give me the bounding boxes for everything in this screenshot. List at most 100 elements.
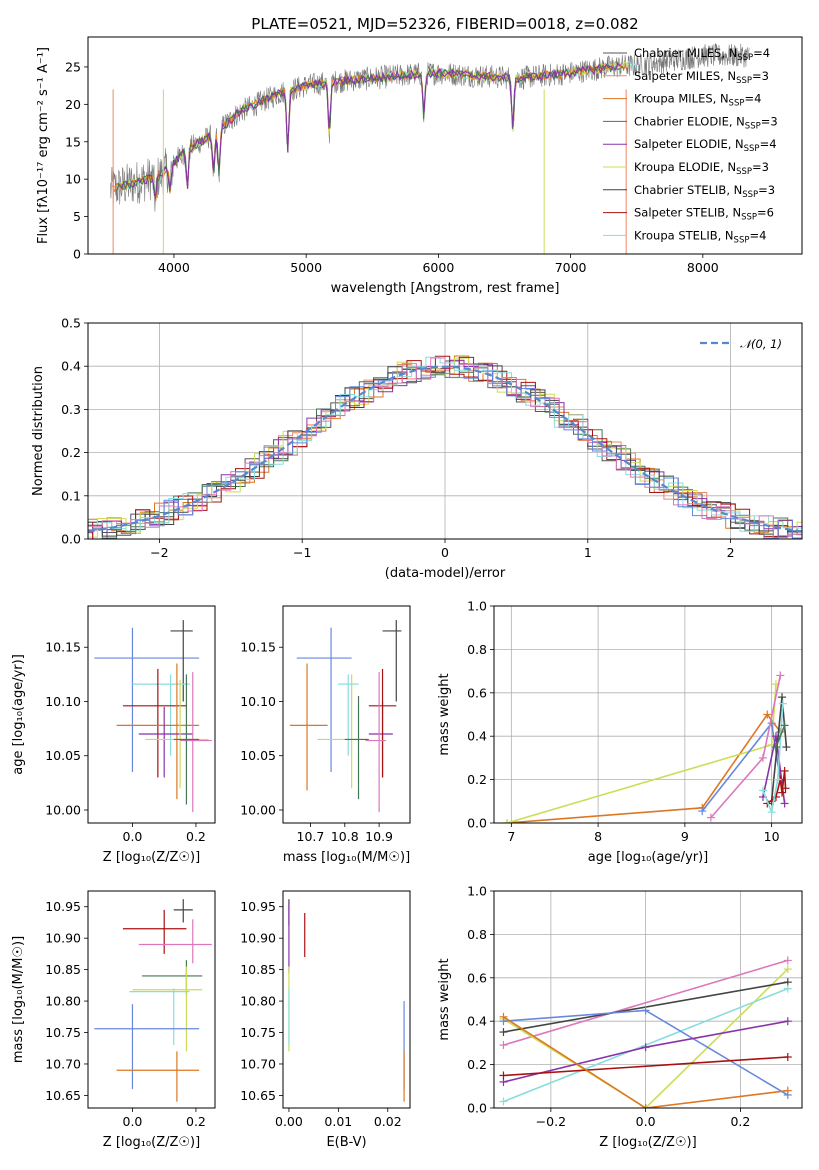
plot-area: [94, 899, 212, 1102]
x-tick-label: 0: [441, 545, 449, 560]
weight-series-line: [506, 684, 777, 823]
x-tick-label: −1: [293, 545, 311, 560]
y-tick-label: 10.05: [240, 748, 276, 763]
errorbar-point: [94, 1004, 200, 1090]
y-tick-label: 0.5: [61, 316, 81, 331]
y-tick-label: 0.8: [467, 642, 487, 657]
legend-suffix: =4: [753, 46, 770, 60]
y-axis-label: mass [log₁₀(M/M☉)]: [11, 936, 26, 1063]
y-tick-label: 1.0: [467, 599, 487, 614]
x-tick-label: 0.2: [730, 1114, 750, 1129]
legend-entry: Chabrier STELIB, NSSP=3: [634, 183, 775, 200]
legend-suffix: =6: [757, 206, 774, 220]
x-tick-label: 1: [584, 545, 592, 560]
legend-label: Kroupa ELODIE, N: [634, 160, 736, 174]
x-axis-label: age [log₁₀(age/yr)]: [588, 850, 709, 865]
errorbar-point: [116, 1051, 200, 1102]
y-tick-label: 10.00: [45, 802, 81, 817]
x-tick-label: −2: [150, 545, 168, 560]
histogram-series: [88, 366, 802, 539]
axes-frame: [282, 890, 411, 1109]
x-tick-label: 0.01: [324, 1114, 352, 1129]
panel-spectrum: 4000 5000 6000 7000 8000 0 5 10 15 20 25 wavelength…: [36, 15, 803, 296]
legend-subscript: SSP: [745, 121, 761, 131]
plot-area: [288, 899, 405, 1102]
plot-area: [110, 42, 750, 254]
y-tick-label: 10.90: [45, 931, 81, 946]
legend-entry: Chabrier MILES, NSSP=4: [634, 46, 770, 63]
axes-frame: [282, 605, 411, 824]
y-tick-label: 0.4: [61, 359, 81, 374]
errorbar-point: [116, 663, 200, 800]
x-axis-label: (data-model)/error: [385, 566, 506, 581]
legend-subscript: SSP: [737, 53, 753, 63]
weight-series-line: [503, 1056, 788, 1077]
legend-entry: Salpeter STELIB, NSSP=6: [634, 206, 774, 223]
axes-frame: [87, 605, 216, 824]
x-tick-label: 0.2: [186, 1114, 206, 1129]
y-tick-label: 10.65: [240, 1088, 276, 1103]
legend-subscript: SSP: [741, 213, 757, 223]
errorbar-point: [138, 919, 212, 964]
x-tick-label: 2: [727, 545, 735, 560]
legend-entry: Kroupa STELIB, NSSP=4: [634, 228, 766, 245]
legend-suffix: =3: [752, 160, 769, 174]
errorbar-point: [132, 674, 190, 756]
errorbar-point: [289, 663, 328, 791]
y-tick-label: 0.0: [61, 532, 81, 547]
y-tick-label: 10.10: [45, 694, 81, 709]
y-tick-label: 0.8: [467, 927, 487, 942]
x-tick-label: 4000: [158, 260, 190, 275]
panel-mass_vs_EBV: 0.00 0.01 0.02 10.65 10.70 10.75 10.80 10.85 10.…: [240, 890, 411, 1150]
x-tick-label: 9: [681, 829, 689, 844]
axes-frame: [87, 890, 216, 1109]
legend-label: Salpeter STELIB, N: [634, 206, 741, 220]
axes-frame: [87, 36, 803, 255]
y-tick-label: 10: [65, 172, 81, 187]
legend-entry: Salpeter ELODIE, NSSP=4: [634, 137, 777, 154]
axes-frame: [87, 322, 803, 540]
legend-label: Salpeter MILES, N: [634, 69, 736, 83]
panel-residuals: −2 −1 0 1 2 0.0 0.1 0.2 0.3 0.4 0.5 (data-model)/er…: [31, 316, 803, 581]
y-tick-label: 10.75: [45, 1025, 81, 1040]
x-tick-label: 10.8: [331, 829, 359, 844]
y-tick-label: 5: [73, 209, 81, 224]
weight-series-line: [506, 713, 781, 823]
y-tick-label: 0.3: [61, 402, 81, 417]
y-tick-label: 10.85: [240, 962, 276, 977]
y-tick-label: 0: [73, 247, 81, 262]
spectrum-model-line: [115, 62, 624, 200]
legend-label: Chabrier ELODIE, N: [634, 114, 745, 128]
x-axis-label: wavelength [Angstrom, rest frame]: [331, 281, 560, 296]
errorbar-point: [129, 988, 190, 1046]
x-axis-label: Z [log₁₀(Z/Z☉)]: [103, 1135, 200, 1150]
x-tick-label: 8000: [687, 260, 719, 275]
y-tick-label: 0.2: [467, 772, 487, 787]
legend-label: Kroupa MILES, N: [634, 92, 729, 106]
errorbar-point: [368, 668, 397, 778]
legend-subscript: SSP: [736, 167, 752, 177]
y-tick-label: 0.4: [467, 1014, 487, 1029]
errorbar-point: [344, 696, 369, 800]
x-axis-label: Z [log₁₀(Z/Z☉)]: [103, 850, 200, 865]
y-tick-label: 15: [65, 134, 81, 149]
plot-area: [503, 671, 791, 823]
axes-frame: [493, 605, 803, 824]
errorbar-point: [132, 966, 203, 1052]
y-tick-label: 10.15: [240, 640, 276, 655]
y-tick-label: 10.80: [45, 994, 81, 1009]
errorbar-point: [138, 706, 193, 778]
y-tick-label: 10.65: [45, 1088, 81, 1103]
x-tick-label: 10.9: [365, 829, 393, 844]
x-tick-label: 10.7: [297, 829, 325, 844]
spectrum-model-line: [113, 62, 628, 202]
y-tick-label: 10.85: [45, 962, 81, 977]
legend-suffix: =3: [761, 114, 778, 128]
x-tick-label: 7000: [555, 260, 587, 275]
legend: 𝒩(0, 1): [700, 337, 782, 351]
y-tick-label: 0.2: [467, 1057, 487, 1072]
y-tick-label: 0.2: [61, 445, 81, 460]
legend-subscript: SSP: [736, 76, 752, 86]
y-tick-label: 10.90: [240, 931, 276, 946]
spectrum-model-line: [120, 61, 622, 197]
